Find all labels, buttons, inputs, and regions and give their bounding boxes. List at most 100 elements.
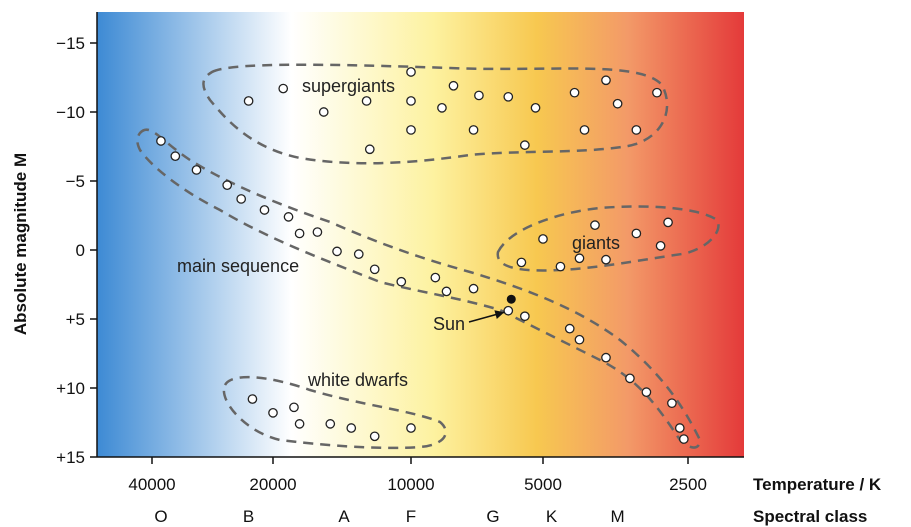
y-tick-label: +15 — [56, 448, 85, 467]
giants-star — [655, 241, 666, 251]
main-sequence-star — [369, 264, 380, 275]
supergiants-star — [474, 90, 484, 101]
main-sequence-star — [222, 180, 233, 190]
x-axis-ticks: 40000 20000 10000 5000 2500 — [128, 457, 707, 494]
x-tick-label: 40000 — [128, 475, 175, 494]
white-dwarfs-star — [406, 423, 416, 433]
supergiants-star — [243, 96, 254, 106]
sun-point — [506, 294, 516, 304]
white-dwarfs-star — [346, 423, 357, 433]
main-sequence-star — [679, 434, 689, 444]
supergiants-star — [406, 67, 416, 77]
main-sequence-star — [191, 165, 202, 175]
x-tick-label: 10000 — [387, 475, 434, 494]
y-tick-label: 0 — [76, 241, 85, 260]
sun-arrowhead — [494, 310, 505, 319]
main-sequence-star — [259, 205, 270, 215]
main-sequence-star — [601, 352, 611, 363]
supergiants-star — [631, 125, 642, 135]
supergiants-star — [448, 80, 459, 91]
spectral-class-K: K — [546, 507, 558, 526]
x-tick-label: 20000 — [249, 475, 296, 494]
spectral-class-A: A — [338, 507, 350, 526]
white-dwarfs-star — [289, 402, 299, 413]
sun-marker-group: Sun — [433, 294, 516, 334]
giants-star — [663, 217, 673, 228]
main-sequence-star — [641, 387, 652, 397]
supergiants-star — [530, 103, 541, 113]
giants-outline — [496, 205, 720, 272]
spectral-class-B: B — [243, 507, 254, 526]
white-dwarfs-star — [325, 419, 336, 429]
supergiants-star — [612, 98, 623, 109]
main-sequence-star — [294, 228, 305, 239]
white-dwarfs-star — [247, 394, 258, 404]
supergiants-star — [601, 75, 611, 86]
x-axis-title: Temperature / K — [753, 475, 882, 494]
x-tick-label: 2500 — [669, 475, 707, 494]
supergiants-star — [364, 144, 375, 155]
supergiants-star — [278, 83, 289, 94]
main-sequence-star — [170, 151, 181, 162]
main-sequence-star — [430, 272, 441, 283]
y-tick-label: −15 — [56, 34, 85, 53]
supergiants-star — [652, 87, 662, 98]
supergiants-star — [579, 125, 590, 135]
giants-star — [516, 257, 527, 268]
white-dwarfs-star — [268, 407, 278, 418]
x-tick-label: 5000 — [524, 475, 562, 494]
spectral-class-title: Spectral class — [753, 507, 867, 526]
white-dwarfs-star — [294, 419, 305, 429]
spectral-class-O: O — [154, 507, 167, 526]
main-sequence-star — [519, 311, 530, 322]
white-dwarfs-label: white dwarfs — [307, 370, 408, 390]
giants-star — [574, 253, 585, 264]
supergiants-label: supergiants — [302, 76, 395, 96]
giants-star — [590, 220, 600, 231]
main-sequence-star — [564, 323, 575, 334]
y-tick-label: −5 — [66, 172, 85, 191]
main-sequence-star — [236, 194, 247, 204]
main-sequence-star — [503, 305, 514, 316]
supergiants-star — [406, 125, 416, 135]
main-sequence-star — [674, 423, 685, 433]
giants-star — [555, 261, 566, 272]
spectral-class-M: M — [611, 507, 625, 526]
supergiants-star — [569, 87, 580, 98]
giants-star — [601, 254, 611, 265]
main-sequence-star — [332, 246, 342, 257]
giants-label: giants — [572, 233, 620, 253]
sun-label: Sun — [433, 314, 465, 334]
spectral-class-G: G — [486, 507, 499, 526]
white-dwarfs-outline — [222, 375, 447, 450]
supergiants-star — [318, 107, 329, 117]
main-sequence-star — [667, 398, 677, 409]
y-axis-ticks: −15 −10 −5 0 +5 +10 +15 — [56, 34, 97, 467]
main-sequence-star — [312, 227, 323, 237]
y-axis-title: Absolute magnitude M — [11, 153, 30, 335]
supergiants-star — [361, 96, 372, 106]
main-sequence-star — [283, 212, 294, 222]
supergiants-star — [437, 103, 447, 113]
star-points — [156, 67, 689, 444]
main-sequence-star — [353, 249, 364, 259]
supergiants-star — [503, 91, 514, 102]
white-dwarfs-star — [369, 431, 380, 442]
supergiants-star — [406, 96, 416, 106]
supergiants-star — [519, 140, 530, 150]
main-sequence-label: main sequence — [177, 256, 299, 276]
y-tick-label: +5 — [66, 310, 85, 329]
main-sequence-star — [625, 373, 635, 384]
y-tick-label: +10 — [56, 379, 85, 398]
supergiants-star — [468, 125, 479, 135]
main-sequence-star — [156, 136, 166, 146]
main-sequence-star — [468, 283, 479, 294]
giants-star — [538, 234, 548, 244]
main-sequence-star — [441, 286, 452, 297]
spectral-class-F: F — [406, 507, 416, 526]
y-tick-label: −10 — [56, 103, 85, 122]
main-sequence-star — [396, 276, 407, 287]
giants-star — [631, 228, 642, 239]
